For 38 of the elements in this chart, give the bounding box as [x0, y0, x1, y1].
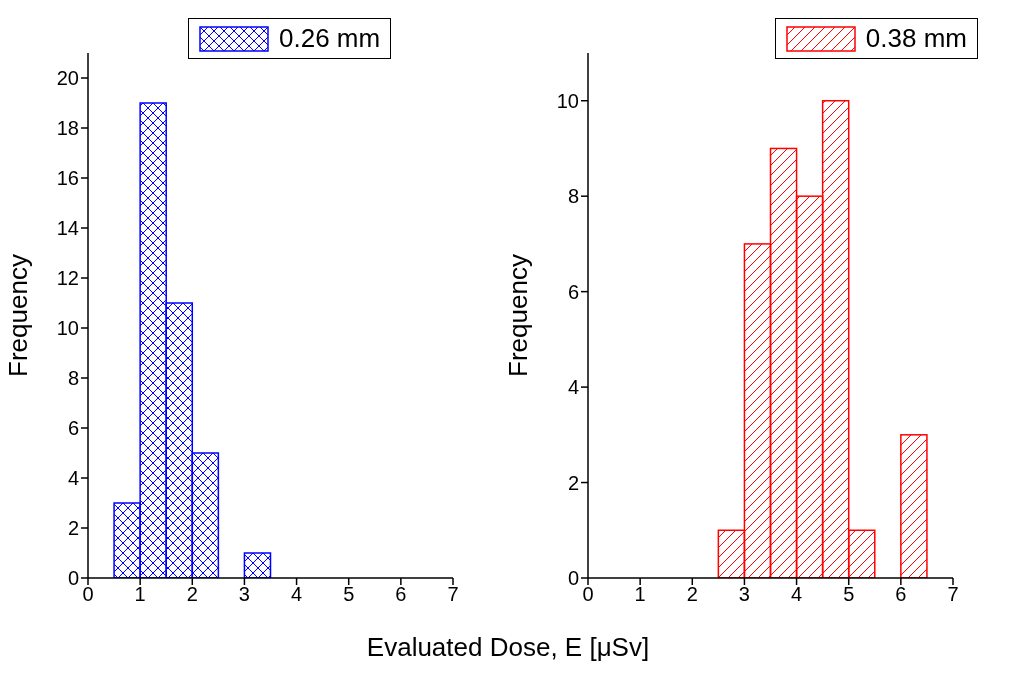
y-tick-label: 8 — [567, 185, 579, 208]
y-tick-label: 8 — [67, 367, 79, 390]
y-tick-label: 10 — [556, 89, 579, 112]
x-tick-label: 2 — [186, 583, 198, 606]
y-tick-label: 4 — [67, 467, 79, 490]
y-tick-label: 12 — [56, 267, 79, 290]
x-tick-label: 2 — [686, 583, 698, 606]
legend-label: 0.26 mm — [279, 23, 381, 54]
y-tick-label: 0 — [67, 567, 79, 590]
x-tick-label: 1 — [634, 583, 646, 606]
legend-label: 0.38 mm — [865, 23, 967, 54]
x-tick-label: 7 — [947, 583, 959, 606]
x-axis-title: Evaluated Dose, E [μSv] — [365, 632, 651, 663]
y-tick-label: 14 — [56, 217, 79, 240]
y-tick-label: 2 — [567, 471, 579, 494]
x-tick-label: 4 — [291, 583, 303, 606]
y-tick-label: 16 — [56, 167, 79, 190]
x-tick-label: 0 — [82, 583, 94, 606]
x-tick-label: 5 — [343, 583, 355, 606]
x-tick-label: 7 — [447, 583, 459, 606]
x-tick-label: 0 — [582, 583, 594, 606]
y-tick-label: 10 — [56, 317, 79, 340]
x-tick-label: 3 — [238, 583, 250, 606]
y-tick-label: 6 — [567, 280, 579, 303]
y-tick-label: 18 — [56, 117, 79, 140]
y-tick-label: 6 — [67, 417, 79, 440]
y-tick-label: 2 — [67, 517, 79, 540]
x-tick-label: 5 — [843, 583, 855, 606]
x-tick-label: 4 — [791, 583, 803, 606]
x-tick-label: 1 — [134, 583, 146, 606]
y-tick-label: 20 — [56, 67, 79, 90]
x-tick-label: 3 — [738, 583, 750, 606]
y-tick-label: 4 — [567, 376, 579, 399]
y-tick-label: 0 — [567, 567, 579, 590]
y-axis-title: Frequency — [3, 254, 34, 377]
y-axis-title: Frequency — [503, 254, 534, 377]
x-tick-label: 6 — [395, 583, 407, 606]
x-tick-label: 6 — [895, 583, 907, 606]
